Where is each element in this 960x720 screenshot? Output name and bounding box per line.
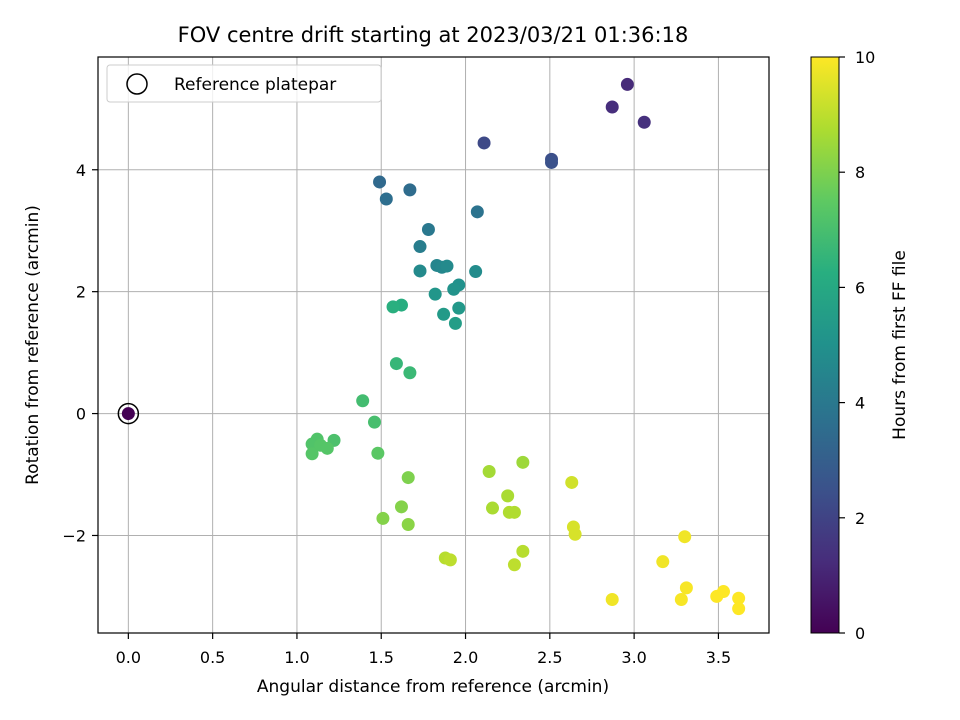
legend: Reference platepar	[106, 64, 382, 103]
data-point	[545, 155, 559, 169]
colorbar-tick-label: 8	[855, 163, 865, 182]
data-point	[477, 136, 491, 150]
data-point	[501, 489, 515, 503]
y-tick-label: −2	[62, 526, 86, 545]
data-point	[678, 530, 692, 544]
legend-box	[106, 64, 382, 103]
data-point	[443, 553, 457, 567]
colorbar-tick-label: 4	[855, 394, 865, 413]
y-tick-label: 0	[76, 405, 86, 424]
data-point	[605, 592, 619, 606]
x-tick-label: 2.0	[453, 648, 478, 667]
colorbar: 0 2 4 6 8 10 Hours from first FF file	[810, 48, 910, 643]
data-point	[356, 394, 370, 408]
colorbar-tick-label: 10	[855, 48, 875, 67]
data-point	[507, 505, 521, 519]
data-point	[516, 455, 530, 469]
x-gridlines	[127, 57, 719, 633]
colorbar-tick-label: 6	[855, 278, 865, 297]
y-axis-label: Rotation from reference (arcmin)	[23, 205, 43, 485]
chart-title: FOV centre drift starting at 2023/03/21 …	[178, 23, 689, 47]
y-tick-label: 2	[76, 283, 86, 302]
y-tick-label: 4	[76, 161, 86, 180]
data-point	[413, 264, 427, 278]
y-axis-ticks: −2 0 2 4	[62, 161, 98, 545]
data-point	[516, 544, 530, 558]
colorbar-label: Hours from first FF file	[890, 250, 910, 440]
data-point	[486, 501, 500, 515]
colorbar-tick-label: 0	[855, 624, 865, 643]
reference-point	[121, 407, 135, 421]
data-point	[421, 222, 435, 236]
data-point	[373, 175, 387, 189]
data-point	[732, 602, 746, 616]
x-tick-label: 1.5	[369, 648, 394, 667]
data-point	[470, 205, 484, 219]
data-point	[305, 447, 319, 461]
data-point	[403, 366, 417, 380]
data-point	[367, 415, 381, 429]
colorbar-gradient	[810, 56, 840, 634]
x-tick-label: 1.0	[284, 648, 309, 667]
data-point	[565, 475, 579, 489]
data-point	[568, 527, 582, 541]
data-point	[401, 471, 415, 485]
data-point	[679, 581, 693, 595]
x-tick-label: 2.5	[537, 648, 562, 667]
legend-reference-marker	[126, 73, 148, 95]
y-gridlines	[98, 169, 769, 536]
data-points	[117, 77, 746, 616]
data-point	[637, 115, 651, 129]
data-point	[320, 441, 334, 455]
legend-label: Reference platepar	[174, 75, 336, 95]
data-point	[447, 282, 461, 296]
data-point	[376, 511, 390, 525]
data-point	[394, 500, 408, 514]
x-tick-label: 3.5	[706, 648, 731, 667]
data-point	[732, 591, 746, 605]
x-tick-label: 0.5	[200, 648, 225, 667]
data-point	[386, 300, 400, 314]
colorbar-ticks: 0 2 4 6 8 10	[839, 48, 875, 643]
plot-frame	[97, 56, 770, 634]
data-point	[371, 446, 385, 460]
data-point	[605, 100, 619, 114]
data-point	[452, 301, 466, 315]
data-point	[448, 316, 462, 330]
data-point	[379, 192, 393, 206]
colorbar-tick-label: 2	[855, 509, 865, 528]
x-tick-label: 0.0	[116, 648, 141, 667]
data-point	[656, 555, 670, 569]
data-point	[440, 259, 454, 273]
data-point	[437, 307, 451, 321]
x-axis-ticks: 0.0 0.5 1.0 1.5 2.0 2.5 3.0 3.5	[116, 633, 731, 667]
data-point	[482, 464, 496, 478]
data-point	[710, 589, 724, 603]
data-point	[507, 558, 521, 572]
data-point	[413, 240, 427, 254]
data-point	[403, 183, 417, 197]
data-point	[469, 265, 483, 279]
reference-point-ring	[117, 402, 140, 425]
x-tick-label: 3.0	[621, 648, 646, 667]
data-point	[401, 518, 415, 532]
data-point	[389, 357, 403, 371]
data-point	[620, 77, 634, 91]
data-point	[428, 287, 442, 301]
x-axis-label: Angular distance from reference (arcmin)	[257, 677, 609, 697]
data-point	[674, 592, 688, 606]
